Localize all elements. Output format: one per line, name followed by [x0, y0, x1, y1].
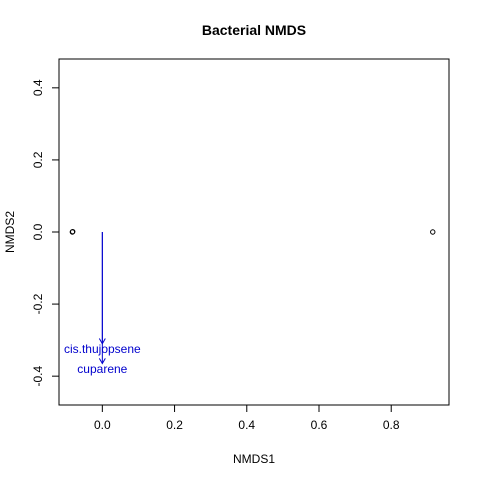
x-tick-label: 0.8 [383, 418, 400, 432]
x-tick-label: 0.0 [94, 418, 111, 432]
y-axis-label: NMDS2 [3, 211, 17, 253]
y-tick-label: 0.4 [31, 79, 45, 96]
x-axis: 0.0 0.2 0.4 0.6 0.8 [94, 404, 400, 432]
scatter-point [430, 229, 436, 235]
vector-label: cuparene [77, 362, 127, 376]
scatter-point [70, 228, 76, 235]
y-tick-label: 0.2 [31, 151, 45, 168]
y-tick-label: 0.0 [31, 223, 45, 240]
y-tick-label: -0.2 [31, 293, 45, 314]
x-axis-label: NMDS1 [233, 452, 275, 466]
x-tick-label: 0.6 [311, 418, 328, 432]
vector-arrowhead [98, 358, 106, 365]
chart-title: Bacterial NMDS [202, 22, 306, 38]
y-axis: -0.4 -0.2 0.0 0.2 0.4 [31, 79, 60, 387]
y-tick-label: -0.4 [31, 366, 45, 387]
scatter-points [69, 228, 436, 235]
x-tick-label: 0.4 [238, 418, 255, 432]
x-tick-label: 0.2 [166, 418, 183, 432]
